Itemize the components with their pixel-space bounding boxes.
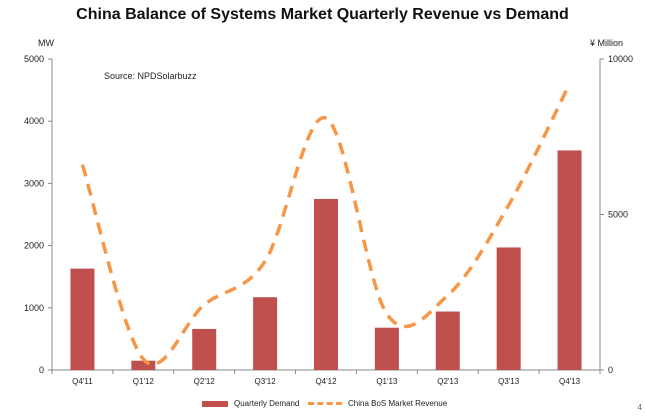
demand-bar [557, 150, 582, 370]
demand-bar [314, 198, 338, 370]
legend-swatch-revenue [308, 402, 342, 405]
x-tick-label: Q3'13 [498, 377, 520, 386]
x-tick-label: Q2'13 [437, 377, 459, 386]
demand-bar [435, 311, 460, 370]
legend-item-demand: Quarterly Demand [202, 399, 299, 408]
demand-bar [496, 247, 521, 370]
x-tick-label: Q4'12 [315, 377, 337, 386]
demand-bar [253, 297, 278, 370]
left-tick-label: 4000 [24, 116, 44, 126]
chart-title: China Balance of Systems Market Quarterl… [76, 6, 569, 23]
corner-mark: 4 [637, 403, 642, 412]
legend-label-demand: Quarterly Demand [234, 399, 300, 408]
chart-legend: Quarterly Demand China BoS Market Revenu… [0, 399, 645, 413]
left-tick-label: 2000 [24, 241, 44, 251]
x-tick-label: Q4'13 [559, 377, 581, 386]
left-tick-label: 1000 [24, 303, 44, 313]
right-axis-unit: ¥ Million [590, 38, 624, 48]
right-tick-label: 5000 [608, 210, 628, 220]
legend-label-revenue: China BoS Market Revenue [348, 399, 448, 408]
legend-swatch-demand [202, 400, 228, 407]
legend-item-revenue: China BoS Market Revenue [308, 399, 447, 408]
demand-bar [131, 360, 156, 370]
right-tick-label: 0 [608, 365, 613, 375]
left-tick-label: 0 [39, 365, 44, 375]
x-tick-label: Q1'12 [133, 377, 155, 386]
left-tick-label: 3000 [24, 178, 44, 188]
x-tick-label: Q1'13 [376, 377, 398, 386]
left-axis-unit: MW [38, 38, 54, 48]
revenue-line [80, 83, 572, 367]
left-tick-label: 5000 [24, 54, 44, 64]
right-tick-label: 10000 [608, 54, 633, 64]
demand-bar [192, 328, 217, 370]
source-annotation: Source: NPDSolarbuzz [104, 71, 197, 81]
x-tick-label: Q3'12 [255, 377, 277, 386]
x-tick-label: Q4'11 [72, 377, 93, 386]
demand-bar [70, 268, 95, 370]
x-tick-label: Q2'12 [194, 377, 216, 386]
demand-bar [374, 327, 399, 370]
